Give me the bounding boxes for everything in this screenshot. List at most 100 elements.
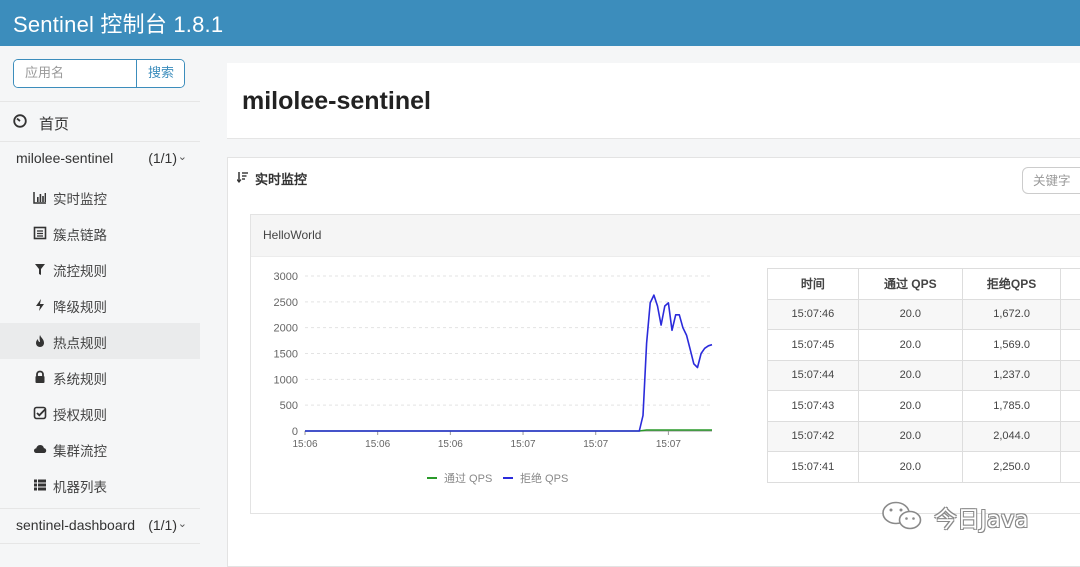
- column-header-time: 时间: [768, 269, 859, 300]
- app-name: milolee-sentinel: [16, 150, 113, 166]
- table-header-row: 时间 通过 QPS 拒绝QPS: [768, 269, 1080, 300]
- cell-time: 15:07:44: [768, 360, 859, 391]
- column-header-extra: [1061, 269, 1080, 300]
- y-tick-label: 1500: [274, 349, 298, 361]
- search-button[interactable]: 搜索: [136, 60, 185, 87]
- table-row: 15:07:46 20.0 1,672.0: [768, 299, 1080, 330]
- cloud-icon: [33, 442, 47, 456]
- sidebar-item-label: 实时监控: [53, 188, 107, 208]
- y-tick-label: 0: [292, 426, 298, 438]
- sidebar-item-label: 簇点链路: [53, 224, 107, 244]
- table-row: 15:07:42 20.0 2,044.0: [768, 421, 1080, 452]
- bolt-icon: [33, 298, 47, 312]
- sidebar-item-flow-rules[interactable]: 流控规则: [0, 251, 200, 287]
- app-name: sentinel-dashboard: [16, 517, 135, 533]
- app-search: 搜索: [13, 59, 185, 88]
- top-navbar: Sentinel 控制台 1.8.1: [0, 0, 1080, 46]
- y-tick-label: 2500: [274, 297, 298, 309]
- lock-icon: [33, 370, 47, 384]
- dashboard-icon: [13, 114, 27, 128]
- cell-block-qps: 1,237.0: [962, 360, 1061, 391]
- wechat-icon: [876, 498, 930, 532]
- sidebar-item-label: 降级规则: [53, 296, 107, 316]
- chevron-down-icon: ⌄: [178, 517, 187, 530]
- cell-extra: [1061, 391, 1080, 422]
- watermark-text: 今日Java: [934, 500, 1029, 534]
- sidebar-item-label: 热点规则: [53, 332, 107, 352]
- th-list-icon: [33, 478, 47, 492]
- y-tick-label: 1000: [274, 374, 298, 386]
- cell-block-qps: 1,672.0: [962, 299, 1061, 330]
- app-item-milolee-sentinel[interactable]: milolee-sentinel (1/1) ⌄: [0, 141, 200, 177]
- x-tick-label: 15:07: [511, 439, 536, 450]
- sidebar-item-system-rules[interactable]: 系统规则: [0, 359, 200, 395]
- fire-icon: [33, 334, 47, 348]
- cell-extra: [1061, 360, 1080, 391]
- table-row: 15:07:45 20.0 1,569.0: [768, 330, 1080, 361]
- cell-extra: [1061, 299, 1080, 330]
- app-count: (1/1): [148, 517, 177, 533]
- cell-block-qps: 1,569.0: [962, 330, 1061, 361]
- sidebar-item-realtime-monitor[interactable]: 实时监控: [0, 179, 200, 215]
- cell-block-qps: 2,250.0: [962, 452, 1061, 483]
- x-tick-label: 15:06: [438, 439, 463, 450]
- sort-amount-icon: [237, 171, 249, 183]
- cell-pass-qps: 20.0: [858, 299, 962, 330]
- sidebar-item-degrade-rules[interactable]: 降级规则: [0, 287, 200, 323]
- y-tick-label: 500: [280, 400, 298, 412]
- legend-label: 拒绝 QPS: [520, 471, 568, 485]
- resource-card: HelloWorld 3000 2500 2000 1500 1000 500 0 15:06…: [250, 214, 1080, 514]
- y-tick-label: 3000: [274, 271, 298, 283]
- app-title[interactable]: Sentinel 控制台 1.8.1: [13, 7, 223, 39]
- x-tick-label: 15:07: [656, 439, 681, 450]
- metrics-table: 时间 通过 QPS 拒绝QPS 15:07:46 20.0 1,672.0 15: [767, 268, 1080, 483]
- table-row: 15:07:44 20.0 1,237.0: [768, 360, 1080, 391]
- bar-chart-icon: [33, 190, 47, 204]
- app-item-sentinel-dashboard[interactable]: sentinel-dashboard (1/1) ⌄: [0, 508, 200, 544]
- page-header: milolee-sentinel: [227, 63, 1080, 139]
- nav-home[interactable]: 首页: [0, 101, 200, 141]
- sidebar-item-label: 系统规则: [53, 368, 107, 388]
- resource-card-header: HelloWorld: [251, 215, 1080, 257]
- cell-extra: [1061, 421, 1080, 452]
- sidebar-item-label: 机器列表: [53, 476, 107, 496]
- cell-time: 15:07:45: [768, 330, 859, 361]
- cell-pass-qps: 20.0: [858, 330, 962, 361]
- sidebar: 搜索 首页 milolee-sentinel (1/1) ⌄ 实时监控 簇点链路: [0, 46, 200, 560]
- sidebar-item-cluster-point-link[interactable]: 簇点链路: [0, 215, 200, 251]
- sidebar-item-hotspot-rules[interactable]: 热点规则: [0, 323, 200, 359]
- table-row: 15:07:41 20.0 2,250.0: [768, 452, 1080, 483]
- app-search-input[interactable]: [14, 60, 137, 87]
- sidebar-item-auth-rules[interactable]: 授权规则: [0, 395, 200, 431]
- sidebar-item-cluster-flow[interactable]: 集群流控: [0, 431, 200, 467]
- sidebar-item-label: 授权规则: [53, 404, 107, 424]
- nav-home-label: 首页: [39, 113, 69, 134]
- legend-label: 通过 QPS: [444, 472, 492, 485]
- cell-pass-qps: 20.0: [858, 452, 962, 483]
- cell-time: 15:07:41: [768, 452, 859, 483]
- chevron-down-icon: ⌄: [178, 150, 187, 163]
- x-tick-label: 15:07: [583, 439, 608, 450]
- cell-time: 15:07:43: [768, 391, 859, 422]
- cell-time: 15:07:42: [768, 421, 859, 452]
- sidebar-item-label: 集群流控: [53, 440, 107, 460]
- check-square-icon: [33, 406, 47, 420]
- cell-block-qps: 1,785.0: [962, 391, 1061, 422]
- cell-pass-qps: 20.0: [858, 360, 962, 391]
- sidebar-item-machine-list[interactable]: 机器列表: [0, 467, 200, 503]
- keyword-search-input[interactable]: [1022, 167, 1080, 194]
- block-qps-line: [305, 295, 712, 431]
- resource-name: HelloWorld: [263, 228, 321, 242]
- y-tick-label: 2000: [274, 323, 298, 335]
- cell-extra: [1061, 452, 1080, 483]
- app-count: (1/1): [148, 150, 177, 166]
- x-tick-label: 15:06: [365, 439, 390, 450]
- filter-icon: [33, 262, 47, 276]
- table-row: 15:07:43 20.0 1,785.0: [768, 391, 1080, 422]
- cell-block-qps: 2,044.0: [962, 421, 1061, 452]
- cell-time: 15:07:46: [768, 299, 859, 330]
- cell-pass-qps: 20.0: [858, 421, 962, 452]
- watermark: 今日Java: [876, 498, 930, 532]
- cell-pass-qps: 20.0: [858, 391, 962, 422]
